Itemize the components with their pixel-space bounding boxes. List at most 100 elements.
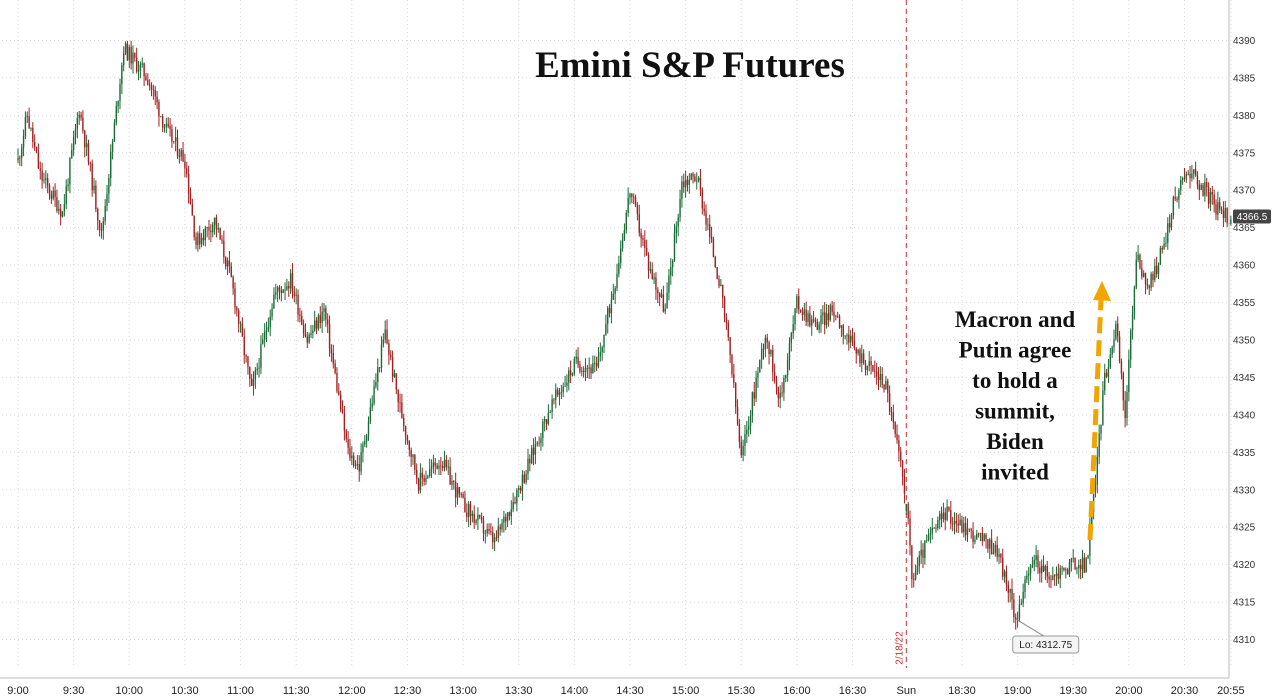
candle-body (655, 277, 657, 290)
candle-body (920, 549, 922, 556)
candle-body (888, 393, 891, 412)
candle-body (484, 532, 487, 534)
candle-body (308, 334, 310, 343)
candle-body (471, 513, 474, 517)
candle-body (137, 70, 140, 72)
candle-body (1022, 591, 1024, 604)
candle-body (469, 503, 472, 517)
candle-body (564, 385, 566, 387)
x-tick-label: 16:00 (783, 685, 811, 697)
candle-body (959, 519, 961, 526)
candle-body (497, 526, 500, 538)
candle-body (627, 197, 629, 213)
candle-body (406, 435, 409, 441)
x-tick-label: Sun (897, 685, 917, 697)
candle-body (530, 447, 533, 464)
candle-body (703, 208, 705, 212)
candle-body (1207, 187, 1210, 204)
candle-body (1052, 575, 1054, 580)
candle-body (779, 392, 781, 399)
candle-body (894, 422, 896, 434)
candle-body (905, 504, 908, 511)
candle-body (1194, 169, 1197, 176)
candle-body (597, 356, 600, 367)
candle-body (104, 205, 106, 222)
candle-body (247, 356, 249, 367)
candle-body (875, 371, 878, 377)
candle-body (1046, 566, 1048, 577)
candle-body (942, 512, 945, 520)
candle-body (803, 309, 806, 315)
candle-body (1100, 424, 1102, 434)
annotation-line: invited (981, 460, 1049, 485)
candle-body (167, 123, 169, 127)
candle-body (208, 226, 210, 231)
candle-body (868, 361, 870, 367)
candle-body (212, 224, 214, 233)
candle-body (599, 352, 602, 357)
candle-body (1219, 202, 1221, 210)
candle-body (184, 161, 186, 169)
candle-body (718, 279, 720, 286)
candle-body (1050, 579, 1052, 581)
candle-body (234, 288, 236, 308)
candle-body (809, 313, 811, 326)
candle-body (874, 370, 876, 372)
candle-body (147, 80, 149, 85)
candle-body (694, 176, 696, 182)
candle-body (1111, 347, 1113, 355)
candle-body (981, 533, 984, 542)
candle-body (123, 53, 125, 66)
candle-body (699, 177, 702, 190)
candle-body (176, 137, 179, 156)
candle-body (254, 370, 257, 380)
x-tick-label: 14:30 (616, 685, 644, 697)
candle-body (772, 349, 774, 373)
candle-body (666, 292, 668, 309)
candle-body (1128, 359, 1130, 393)
candle-body (671, 260, 674, 268)
candle-body (814, 320, 817, 322)
x-tick-label: 20:00 (1115, 685, 1143, 697)
candle-body (720, 284, 722, 286)
y-tick-label: 4375 (1233, 148, 1256, 159)
candle-body (111, 141, 114, 152)
candle-body (992, 552, 995, 555)
candle-body (1011, 589, 1013, 600)
candle-body (69, 157, 71, 185)
y-tick-label: 4365 (1233, 223, 1256, 234)
candle-body (605, 323, 607, 335)
x-tick-label: 19:30 (1059, 685, 1087, 697)
candle-body (518, 487, 520, 490)
candle-body (734, 382, 737, 408)
candle-body (1191, 173, 1193, 179)
candle-body (1068, 562, 1071, 575)
candle-body (1102, 390, 1104, 425)
candle-body (566, 382, 568, 386)
y-tick-label: 4310 (1233, 635, 1256, 646)
candle-body (488, 528, 490, 532)
candle-body (200, 237, 203, 245)
candle-body (1107, 367, 1110, 377)
x-tick-label: 15:00 (672, 685, 700, 697)
candle-body (367, 421, 370, 436)
candle-body (169, 126, 171, 129)
candle-body (210, 230, 212, 233)
candle-body (764, 337, 767, 350)
annotation-line: Putin agree (959, 338, 1072, 363)
candle-body (493, 537, 496, 543)
candle-body (729, 337, 731, 355)
candle-body (462, 494, 464, 498)
candle-body (553, 399, 555, 401)
candle-body (584, 368, 587, 373)
candle-body (1196, 175, 1199, 185)
candle-body (456, 487, 459, 498)
candle-body (1193, 169, 1195, 174)
candle-body (449, 466, 451, 485)
candle-body (608, 307, 611, 314)
candle-body (289, 273, 292, 289)
candle-body (93, 185, 95, 191)
candle-body (951, 523, 954, 525)
candle-body (297, 294, 299, 315)
candle-body (788, 343, 791, 361)
